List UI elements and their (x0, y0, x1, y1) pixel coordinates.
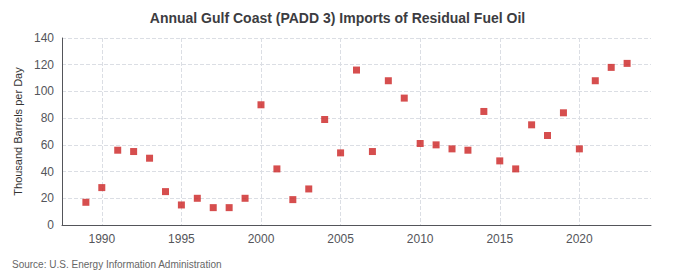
svg-text:1995: 1995 (168, 232, 195, 246)
svg-text:2010: 2010 (407, 232, 434, 246)
svg-text:Annual Gulf Coast (PADD 3) Imp: Annual Gulf Coast (PADD 3) Imports of Re… (150, 10, 525, 26)
svg-text:120: 120 (34, 58, 54, 72)
svg-text:40: 40 (41, 165, 55, 179)
svg-text:Thousand Barrels per Day: Thousand Barrels per Day (12, 67, 24, 196)
svg-text:20: 20 (41, 191, 55, 205)
svg-text:0: 0 (47, 218, 54, 232)
svg-text:2005: 2005 (327, 232, 354, 246)
svg-text:2000: 2000 (248, 232, 275, 246)
svg-text:2020: 2020 (566, 232, 593, 246)
svg-text:60: 60 (41, 138, 55, 152)
svg-text:1990: 1990 (88, 232, 115, 246)
svg-text:140: 140 (34, 31, 54, 45)
svg-text:Source: U.S. Energy Informatio: Source: U.S. Energy Information Administ… (12, 259, 222, 270)
svg-text:2015: 2015 (486, 232, 513, 246)
svg-text:100: 100 (34, 84, 54, 98)
svg-text:80: 80 (41, 111, 55, 125)
